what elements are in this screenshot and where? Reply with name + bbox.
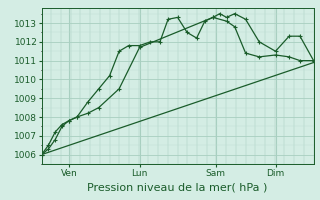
X-axis label: Pression niveau de la mer( hPa ): Pression niveau de la mer( hPa ) <box>87 182 268 192</box>
